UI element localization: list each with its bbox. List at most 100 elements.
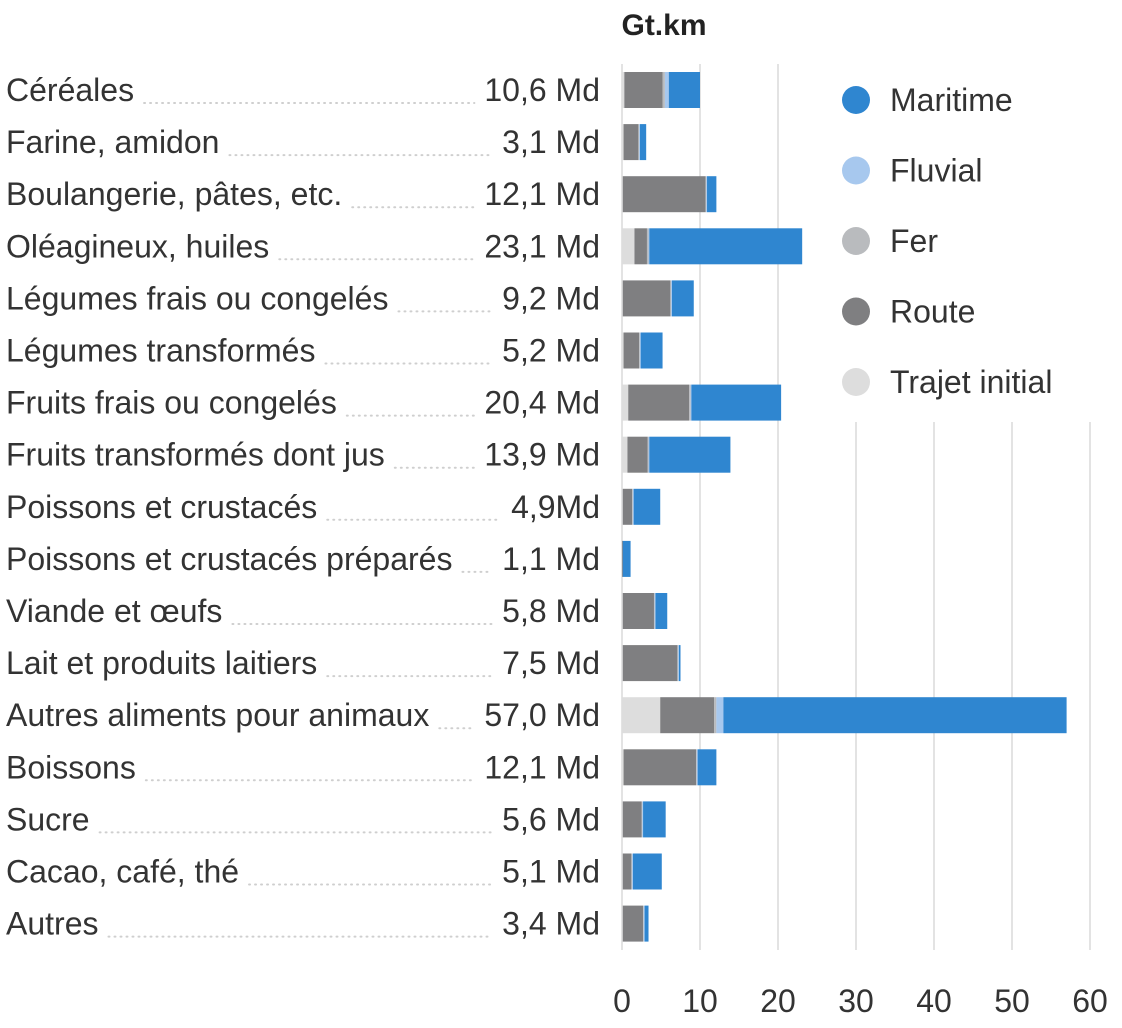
total-label: 9,2 Md <box>502 280 600 316</box>
bar-segment-fluvial-0 <box>664 72 669 108</box>
bar-segment-route-1 <box>623 124 639 161</box>
legend-label: Route <box>890 294 975 330</box>
bar-segment-maritime-14 <box>643 801 666 838</box>
total-label: 57,0 Md <box>484 697 600 733</box>
bar-segment-maritime-6 <box>691 384 782 421</box>
category-label: Fruits transformés dont jus <box>6 437 385 473</box>
bar-segment-route-10 <box>622 593 654 629</box>
bar-segment-route-2 <box>622 176 706 213</box>
bar-segment-maritime-13 <box>697 749 717 786</box>
category-label: Oléagineux, huiles <box>6 228 269 264</box>
bar-segment-trajet-initial-6 <box>622 384 629 421</box>
category-label: Viande et œufs <box>6 593 222 629</box>
bar-segment-route-12 <box>660 697 715 734</box>
bar-segment-trajet-initial-13 <box>622 749 624 786</box>
bar-segment-maritime-7 <box>649 436 731 473</box>
bar-segment-route-15 <box>622 853 632 890</box>
bar-segment-trajet-initial-16 <box>622 905 623 942</box>
category-label: Autres aliments pour animaux <box>6 697 429 733</box>
bar-segment-trajet-initial-0 <box>622 72 625 108</box>
bar-segment-route-6 <box>628 384 690 421</box>
bar-segment-maritime-1 <box>639 124 647 161</box>
bar-segment-fluvial-11 <box>678 645 679 682</box>
bar-segment-maritime-5 <box>640 332 663 369</box>
bar-segment-fluvial-7 <box>648 436 650 473</box>
bar-segment-trajet-initial-15 <box>622 853 623 890</box>
total-label: 5,6 Md <box>502 801 600 837</box>
bar-segment-trajet-initial-8 <box>622 488 623 525</box>
bar-segment-fluvial-16 <box>643 905 645 942</box>
category-label: Poissons et crustacés <box>6 489 317 525</box>
bar-segment-maritime-16 <box>644 905 649 942</box>
category-label: Légumes transformés <box>6 333 315 369</box>
legend-label: Fluvial <box>890 153 982 189</box>
bar-segment-trajet-initial-1 <box>622 124 624 161</box>
x-tick-label: 20 <box>760 983 796 1019</box>
bar-segment-fer-5 <box>639 332 640 369</box>
bar-segment-route-7 <box>627 436 648 473</box>
category-label: Poissons et crustacés préparés <box>6 541 452 577</box>
bar-segment-route-11 <box>622 645 678 682</box>
bar-segment-fluvial-5 <box>639 332 641 369</box>
legend-swatch-maritime <box>842 86 870 114</box>
bar-segment-route-4 <box>622 280 671 317</box>
legend: Maritime Fluvial Fer Route Trajet initial <box>818 60 1118 422</box>
legend-label: Fer <box>890 223 938 259</box>
bar-segment-trajet-initial-5 <box>622 332 624 369</box>
bar-segment-route-16 <box>622 905 644 942</box>
bars <box>622 72 1067 942</box>
category-labels: Céréales 10,6 Md Farine, amidon 3,1 Md Boula… <box>6 72 600 942</box>
bar-segment-maritime-8 <box>633 488 661 525</box>
bar-segment-trajet-initial-10 <box>622 593 623 629</box>
legend-swatch-trajet-initial <box>842 368 870 396</box>
category-label: Légumes frais ou congelés <box>6 280 388 316</box>
bar-segment-route-8 <box>622 488 633 525</box>
x-tick-label: 30 <box>838 983 874 1019</box>
bar-segment-fluvial-15 <box>632 853 633 890</box>
total-label: 23,1 Md <box>484 228 600 264</box>
category-label: Fruits frais ou congelés <box>6 385 337 421</box>
bar-segment-trajet-initial-3 <box>622 228 635 265</box>
total-label: 5,8 Md <box>502 593 600 629</box>
bar-segment-fer-10 <box>653 593 655 629</box>
bar-segment-fer-7 <box>647 436 649 473</box>
bar-segment-fer-13 <box>696 749 697 786</box>
bar-segment-fer-4 <box>670 280 672 317</box>
bar-segment-fluvial-14 <box>642 801 644 838</box>
bar-segment-fer-15 <box>631 853 633 890</box>
legend-swatch-route <box>842 297 870 326</box>
bar-segment-fluvial-3 <box>648 228 650 265</box>
total-label: 4,9Md <box>511 489 600 525</box>
bar-segment-fluvial-6 <box>690 384 692 421</box>
bar-segment-maritime-15 <box>632 853 662 890</box>
category-label: Sucre <box>6 801 90 837</box>
total-label: 3,1 Md <box>502 124 600 160</box>
legend-swatch-fluvial <box>842 156 870 185</box>
bar-segment-route-9 <box>622 540 623 577</box>
legend-label: Maritime <box>890 82 1013 118</box>
bar-segment-fer-3 <box>646 228 649 265</box>
category-label: Boissons <box>6 749 136 785</box>
category-label: Farine, amidon <box>6 124 219 160</box>
bar-segment-fer-1 <box>638 124 640 161</box>
total-label: 7,5 Md <box>502 645 600 681</box>
total-label: 10,6 Md <box>484 72 600 108</box>
bar-segment-maritime-10 <box>655 593 668 629</box>
category-label: Autres <box>6 906 98 942</box>
x-tick-label: 50 <box>994 983 1030 1019</box>
bar-segment-fluvial-12 <box>716 697 724 734</box>
bar-segment-fer-11 <box>677 645 679 682</box>
bar-segment-maritime-11 <box>678 645 681 682</box>
category-label: Cacao, café, thé <box>6 854 239 890</box>
bar-segment-trajet-initial-4 <box>622 280 623 317</box>
bar-segment-trajet-initial-12 <box>622 697 661 734</box>
bar-segment-fluvial-8 <box>632 488 634 525</box>
bar-segment-trajet-initial-7 <box>622 436 628 473</box>
total-label: 12,1 Md <box>484 176 600 212</box>
total-label: 5,1 Md <box>502 854 600 890</box>
total-label: 13,9 Md <box>484 437 600 473</box>
bar-segment-maritime-0 <box>668 72 700 108</box>
bar-segment-fluvial-2 <box>706 176 708 213</box>
total-label: 1,1 Md <box>502 541 600 577</box>
